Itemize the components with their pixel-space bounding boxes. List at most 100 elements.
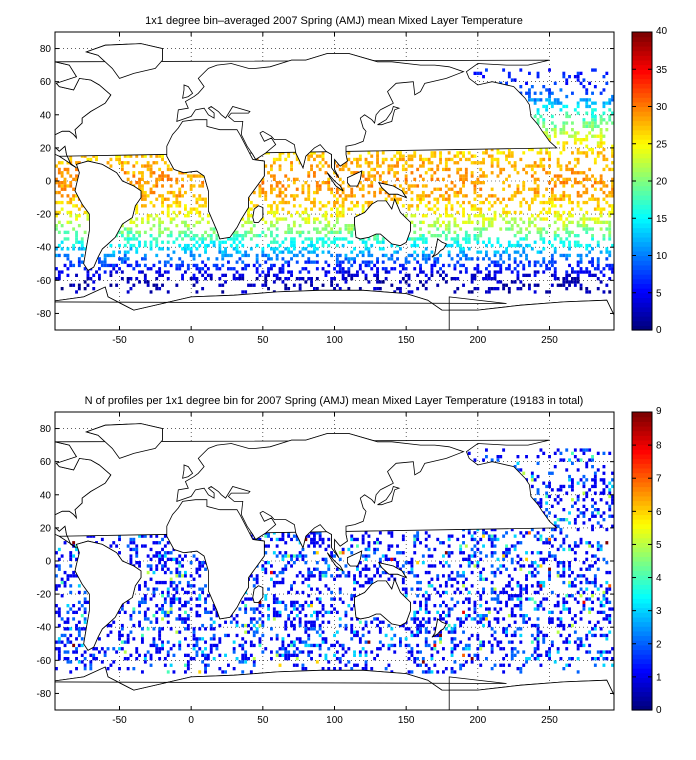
bin-cell: [499, 270, 503, 274]
bin-cell: [367, 253, 371, 258]
bin-cell: [525, 257, 528, 261]
bin-cell: [573, 243, 577, 248]
bin-cell: [284, 620, 288, 624]
bin-cell: [419, 604, 422, 608]
bin-cell: [410, 197, 414, 201]
bin-cell: [292, 653, 296, 658]
bin-cell: [209, 237, 213, 241]
bin-cell: [278, 267, 282, 271]
bin-cell: [373, 273, 377, 278]
bin-cell: [599, 250, 603, 254]
bin-cell: [536, 260, 540, 264]
bin-cell: [75, 547, 78, 552]
bin-cell: [155, 237, 159, 241]
bin-cell: [522, 167, 526, 172]
bin-cell: [436, 217, 440, 221]
bin-cell: [63, 657, 67, 661]
bin-cell: [66, 657, 70, 661]
bin-cell: [313, 220, 316, 225]
bin-cell: [184, 220, 187, 225]
bin-cell: [367, 630, 371, 634]
bin-cell: [367, 204, 371, 208]
bin-cell: [181, 620, 184, 624]
bin-cell: [550, 544, 554, 548]
y-tick-label: -20: [37, 210, 52, 221]
bin-cell: [284, 541, 288, 545]
bin-cell: [416, 561, 420, 565]
bin-cell: [201, 561, 205, 565]
bin-cell: [192, 647, 196, 651]
colorbar-tick-label: 10: [656, 251, 668, 262]
bin-cell: [608, 277, 612, 281]
bin-cell: [146, 217, 150, 221]
bin-cell: [419, 280, 422, 284]
bin-cell: [364, 247, 368, 251]
bin-cell: [238, 273, 242, 278]
bin-cell: [356, 200, 359, 205]
bin-cell: [195, 614, 199, 618]
bin-cell: [347, 184, 351, 188]
bin-cell: [330, 230, 334, 235]
landmass: [55, 286, 614, 330]
bin-cell: [390, 253, 394, 258]
bin-cell: [542, 633, 546, 638]
bin-cell: [399, 280, 402, 284]
bin-cell: [510, 557, 514, 562]
bin-cell: [215, 647, 219, 651]
bin-cell: [602, 471, 606, 475]
bin-cell: [513, 161, 517, 165]
bin-cell: [528, 204, 531, 208]
bin-cell: [550, 177, 554, 182]
bin-cell: [155, 253, 159, 258]
bin-cell: [376, 260, 379, 264]
bin-cell: [499, 200, 503, 205]
bin-cell: [118, 633, 121, 638]
bin-cell: [172, 240, 176, 244]
bin-cell: [378, 564, 382, 568]
bin-cell: [152, 614, 156, 618]
bin-cell: [338, 230, 342, 235]
bin-cell: [542, 561, 546, 565]
colorbar-segment: [632, 325, 652, 331]
bin-cell: [505, 154, 508, 158]
bin-cell: [490, 287, 494, 291]
bin-cell: [588, 273, 592, 278]
bin-cell: [568, 243, 571, 248]
bin-cell: [591, 504, 594, 509]
bin-cell: [344, 197, 348, 201]
bin-cell: [502, 551, 506, 555]
bin-cell: [335, 257, 339, 261]
bin-cell: [152, 184, 156, 188]
bin-cell: [324, 637, 328, 641]
bin-cell: [562, 210, 566, 215]
bin-cell: [318, 187, 322, 191]
bin-cell: [390, 164, 394, 168]
bin-cell: [330, 190, 334, 195]
bin-cell: [152, 217, 156, 221]
bin-cell: [244, 657, 248, 661]
bin-cell: [407, 290, 411, 294]
bin-cell: [178, 574, 182, 578]
bin-cell: [427, 277, 431, 281]
bin-cell: [361, 174, 365, 178]
bin-cell: [118, 647, 121, 651]
bin-cell: [255, 577, 259, 581]
bin-cell: [353, 630, 356, 634]
bin-cell: [290, 227, 293, 231]
bin-cell: [80, 627, 84, 631]
bin-cell: [450, 534, 454, 538]
bin-cell: [505, 247, 508, 251]
bin-cell: [585, 290, 589, 294]
bin-cell: [582, 590, 586, 595]
bin-cell: [376, 653, 379, 658]
bin-cell: [462, 154, 465, 158]
bin-cell: [419, 270, 422, 274]
bin-cell: [447, 230, 451, 235]
bin-cell: [143, 584, 147, 588]
bin-cell: [66, 617, 70, 621]
bin-cell: [556, 570, 560, 575]
bin-cell: [341, 551, 345, 555]
bin-cell: [290, 257, 293, 261]
bin-cell: [519, 260, 523, 264]
bin-cell: [459, 263, 463, 268]
